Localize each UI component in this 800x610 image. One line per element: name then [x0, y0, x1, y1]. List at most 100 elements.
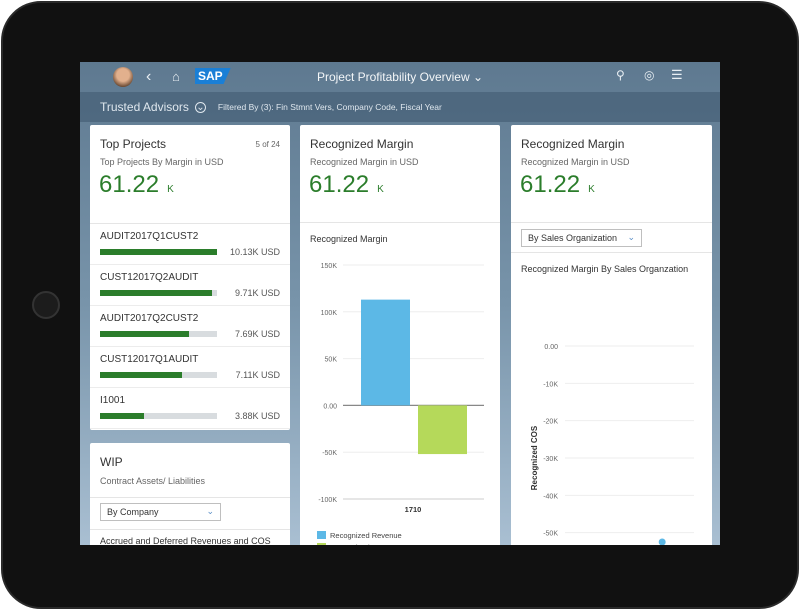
y-tick-label: 150K — [321, 263, 338, 270]
divider — [90, 497, 290, 498]
kpi-value: 61.22 K — [520, 171, 595, 199]
chevron-down-icon: ⌄ — [206, 506, 214, 516]
kpi-number: 61.22 — [99, 171, 160, 198]
divider — [511, 222, 712, 223]
card-subtitle: Recognized Margin in USD — [310, 157, 419, 167]
divider — [90, 529, 290, 530]
kpi-unit: K — [377, 184, 384, 195]
legend-swatch — [317, 531, 326, 539]
project-list-item[interactable]: AUDIT2017Q1CUST2 10.13K USD — [90, 224, 290, 265]
company-select[interactable]: By Company ⌄ — [100, 503, 221, 521]
recognized-margin-card[interactable]: Recognized Margin Recognized Margin in U… — [300, 125, 500, 545]
kpi-number: 61.22 — [520, 171, 581, 198]
project-list-item[interactable]: AUDIT2017Q2CUST2 7.69K USD — [90, 306, 290, 347]
screen: ‹ ⌂ SAP Project Profitability Overview ⌄… — [80, 62, 720, 545]
project-value: 10.13K USD — [229, 247, 280, 257]
bar-chart: 150K 100K 50K 0.00 -50K -100K Recognized Reven… — [317, 263, 484, 545]
project-name: I1001 — [100, 395, 126, 406]
shell-bar: ‹ ⌂ SAP Project Profitability Overview ⌄… — [80, 62, 720, 92]
card-title: Recognized Margin — [521, 137, 625, 151]
y-tick-label: 0.00 — [323, 403, 337, 410]
card-subtitle: Recognized Margin in USD — [521, 157, 630, 167]
menu-icon[interactable]: ☰ — [671, 67, 683, 82]
progress-bar — [100, 413, 217, 419]
divider — [300, 222, 500, 223]
project-value: 7.11K USD — [235, 370, 280, 380]
y-tick-label: 0.00 — [544, 344, 558, 351]
variant-dropdown-icon[interactable]: ⌄ — [194, 101, 206, 113]
y-tick-label: -30K — [543, 456, 558, 463]
kpi-value: 61.22 K — [309, 171, 384, 199]
project-name: AUDIT2017Q1CUST2 — [100, 231, 199, 242]
filter-summary: Filtered By (3): Fin Stmnt Vers, Company… — [217, 102, 442, 112]
select-value: By Company — [107, 507, 159, 517]
progress-bar — [100, 372, 217, 378]
app-title-text: Project Profitability Overview — [316, 70, 470, 84]
home-hardware-button[interactable] — [32, 291, 60, 319]
sap-logo[interactable]: SAP — [195, 68, 231, 84]
bar-recognized-revenue — [361, 299, 410, 406]
y-tick-label: -40K — [543, 493, 558, 500]
search-icon[interactable]: ⚲ — [616, 68, 625, 82]
card-title: WIP — [100, 455, 123, 469]
wip-card[interactable]: WIP Contract Assets/ Liabilities By Comp… — [90, 443, 290, 545]
chevron-down-icon: ⌄ — [473, 70, 484, 84]
kpi-value: 61.22 K — [99, 171, 174, 199]
variant-name[interactable]: Trusted Advisors — [100, 100, 189, 114]
card-title: Recognized Margin — [310, 137, 414, 151]
chevron-down-icon: ⌄ — [627, 232, 635, 242]
project-list-item[interactable]: CUST12017Q1AUDIT 7.11K USD — [90, 347, 290, 388]
project-list-item[interactable]: I1001 3.88K USD — [90, 388, 290, 429]
y-tick-label: -20K — [543, 419, 558, 426]
progress-bar — [100, 331, 217, 337]
project-value: 7.69K USD — [234, 329, 280, 339]
project-name: AUDIT2017Q2CUST2 — [100, 313, 199, 324]
divider — [90, 223, 290, 224]
y-tick-label: -50K — [322, 450, 337, 457]
section-label: Accrued and Deferred Revenues and COS — [100, 536, 271, 545]
card-title: Top Projects — [100, 137, 167, 151]
progress-fill — [100, 249, 217, 255]
project-list-item[interactable]: CUST12017Q2AUDIT 9.71K USD — [90, 265, 290, 306]
project-name: CUST12017Q1AUDIT — [100, 354, 199, 365]
top-projects-card[interactable]: Top Projects 5 of 24 Top Projects By Mar… — [90, 125, 290, 430]
project-value: 3.88K USD — [234, 411, 280, 421]
legend-swatch — [317, 543, 326, 545]
kpi-number: 61.22 — [309, 171, 370, 198]
y-axis-label: Recognized COS — [530, 425, 539, 490]
home-icon[interactable]: ⌂ — [172, 69, 180, 84]
sales-org-select[interactable]: By Sales Organization ⌄ — [521, 229, 642, 247]
x-tick-label: 1710 — [405, 505, 422, 514]
progress-fill — [100, 290, 213, 296]
avatar[interactable] — [113, 67, 133, 87]
count-badge: 5 of 24 — [255, 140, 280, 149]
chart-title: Recognized Margin — [310, 234, 388, 244]
y-tick-label: -100K — [318, 497, 337, 504]
y-tick-label: -10K — [543, 381, 558, 388]
margin-by-sales-org-card[interactable]: Recognized Margin Recognized Margin in U… — [511, 125, 712, 545]
legend-label: Recognized COS — [330, 543, 388, 545]
legend-label: Recognized Revenue — [330, 531, 402, 540]
progress-fill — [100, 413, 145, 419]
data-point — [658, 538, 666, 545]
card-subtitle: Contract Assets/ Liabilities — [100, 476, 206, 486]
filter-bar: Trusted Advisors ⌄ Filtered By (3): Fin … — [80, 92, 720, 122]
bar-recognized-cos — [418, 405, 467, 455]
app-title[interactable]: Project Profitability Overview ⌄ — [80, 70, 720, 84]
kpi-unit: K — [167, 184, 174, 195]
project-name: CUST12017Q2AUDIT — [100, 272, 199, 283]
back-icon[interactable]: ‹ — [146, 68, 152, 85]
y-tick-label: 50K — [325, 357, 338, 364]
y-tick-label: 100K — [321, 310, 338, 317]
divider — [511, 252, 712, 253]
y-tick-label: -50K — [543, 531, 558, 538]
project-value: 9.71K USD — [234, 288, 280, 298]
scatter-chart: 0.00-10K-20K-30K-40K-50K-60K0.0050K100K1… — [530, 344, 694, 545]
progress-fill — [100, 372, 182, 378]
progress-bar — [100, 290, 217, 296]
card-subtitle: Top Projects By Margin in USD — [100, 157, 224, 167]
progress-bar — [100, 249, 217, 255]
kpi-unit: K — [588, 184, 595, 195]
progress-fill — [100, 331, 189, 337]
notifications-icon[interactable]: ◎ — [644, 68, 655, 82]
